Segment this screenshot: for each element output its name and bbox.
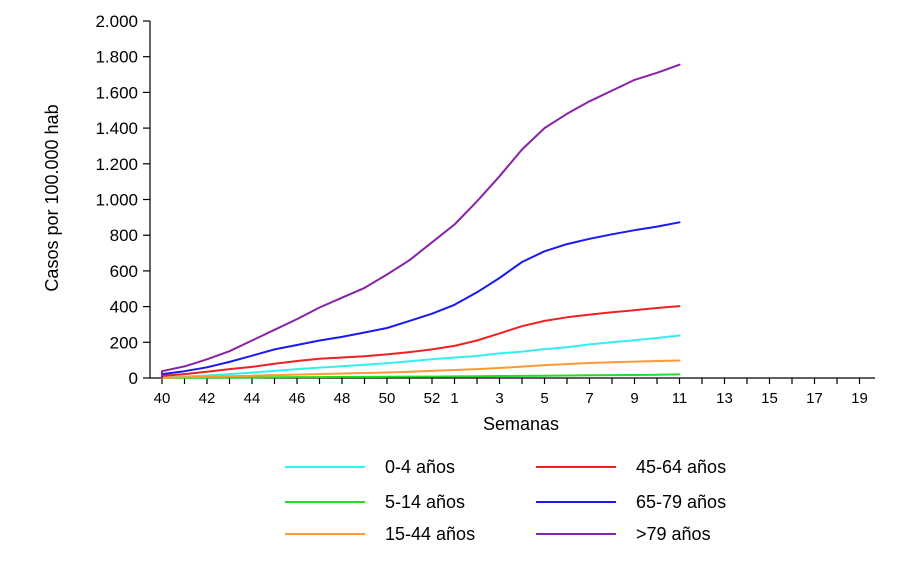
x-tick-label: 13	[716, 390, 733, 407]
y-tick-label: 1.400	[95, 119, 138, 138]
x-tick-label: 40	[154, 390, 171, 407]
series-line-5	[161, 63, 681, 377]
legend: 0-4 años 5-14 años 15-44 años 45-64 años 65-…	[285, 457, 726, 544]
legend-label-0: 0-4 años	[385, 457, 455, 477]
x-tick-label: 19	[851, 390, 868, 407]
x-tick-label: 3	[495, 390, 503, 407]
x-tick-label: 52	[424, 390, 441, 407]
x-tick-label: 44	[244, 390, 261, 407]
y-tick-label: 2.000	[95, 12, 138, 31]
series-line-1	[161, 373, 681, 379]
x-axis: 40 42 44 46 48 50 52 1 3 5 7 9 11 13 15 17 19	[150, 377, 875, 407]
x-tick-label: 48	[334, 390, 351, 407]
y-tick-label: 0	[129, 369, 138, 388]
x-tick-label: 5	[540, 390, 548, 407]
legend-label-3: 45-64 años	[636, 457, 726, 477]
x-tick-label: 7	[585, 390, 593, 407]
y-tick-label: 1.600	[95, 83, 138, 102]
legend-label-1: 5-14 años	[385, 492, 465, 512]
y-tick-label: 1.800	[95, 48, 138, 67]
x-tick-label: 1	[450, 390, 458, 407]
x-tick-label: 42	[199, 390, 216, 407]
y-tick-label: 1.000	[95, 191, 138, 210]
series-line-2	[161, 359, 681, 379]
x-axis-title: Semanas	[483, 414, 559, 434]
x-tick-label: 9	[630, 390, 638, 407]
y-tick-label: 800	[110, 226, 138, 245]
series-line-4	[161, 221, 681, 378]
x-tick-label: 17	[806, 390, 823, 407]
y-tick-label: 200	[110, 333, 138, 352]
series-lines	[161, 63, 681, 379]
y-axis: 0 200 400 600 800 1.000 1.200 1.400 1.600 1.800 2.…	[95, 12, 151, 388]
legend-label-4: 65-79 años	[636, 492, 726, 512]
y-tick-label: 600	[110, 262, 138, 281]
series-line-0	[161, 334, 681, 379]
x-tick-label: 11	[672, 390, 688, 407]
x-tick-label: 46	[289, 390, 306, 407]
y-tick-label: 400	[110, 298, 138, 317]
x-tick-label: 15	[761, 390, 778, 407]
y-axis-title: Casos por 100.000 hab	[42, 104, 62, 291]
legend-label-2: 15-44 años	[385, 524, 475, 544]
x-tick-label: 50	[379, 390, 396, 407]
y-tick-label: 1.200	[95, 155, 138, 174]
series-line-3	[161, 305, 681, 379]
legend-label-5: >79 años	[636, 524, 711, 544]
